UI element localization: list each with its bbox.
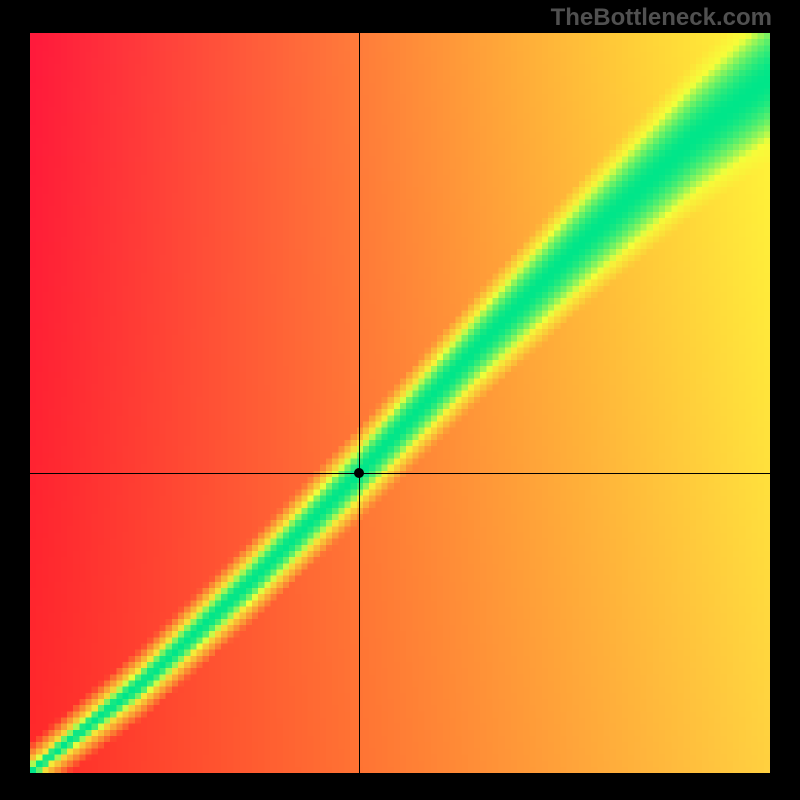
crosshair-horizontal [30,473,770,474]
watermark-text: TheBottleneck.com [551,4,772,32]
crosshair-vertical [359,33,360,773]
heatmap-plot [30,33,770,773]
heatmap-canvas [30,33,770,773]
